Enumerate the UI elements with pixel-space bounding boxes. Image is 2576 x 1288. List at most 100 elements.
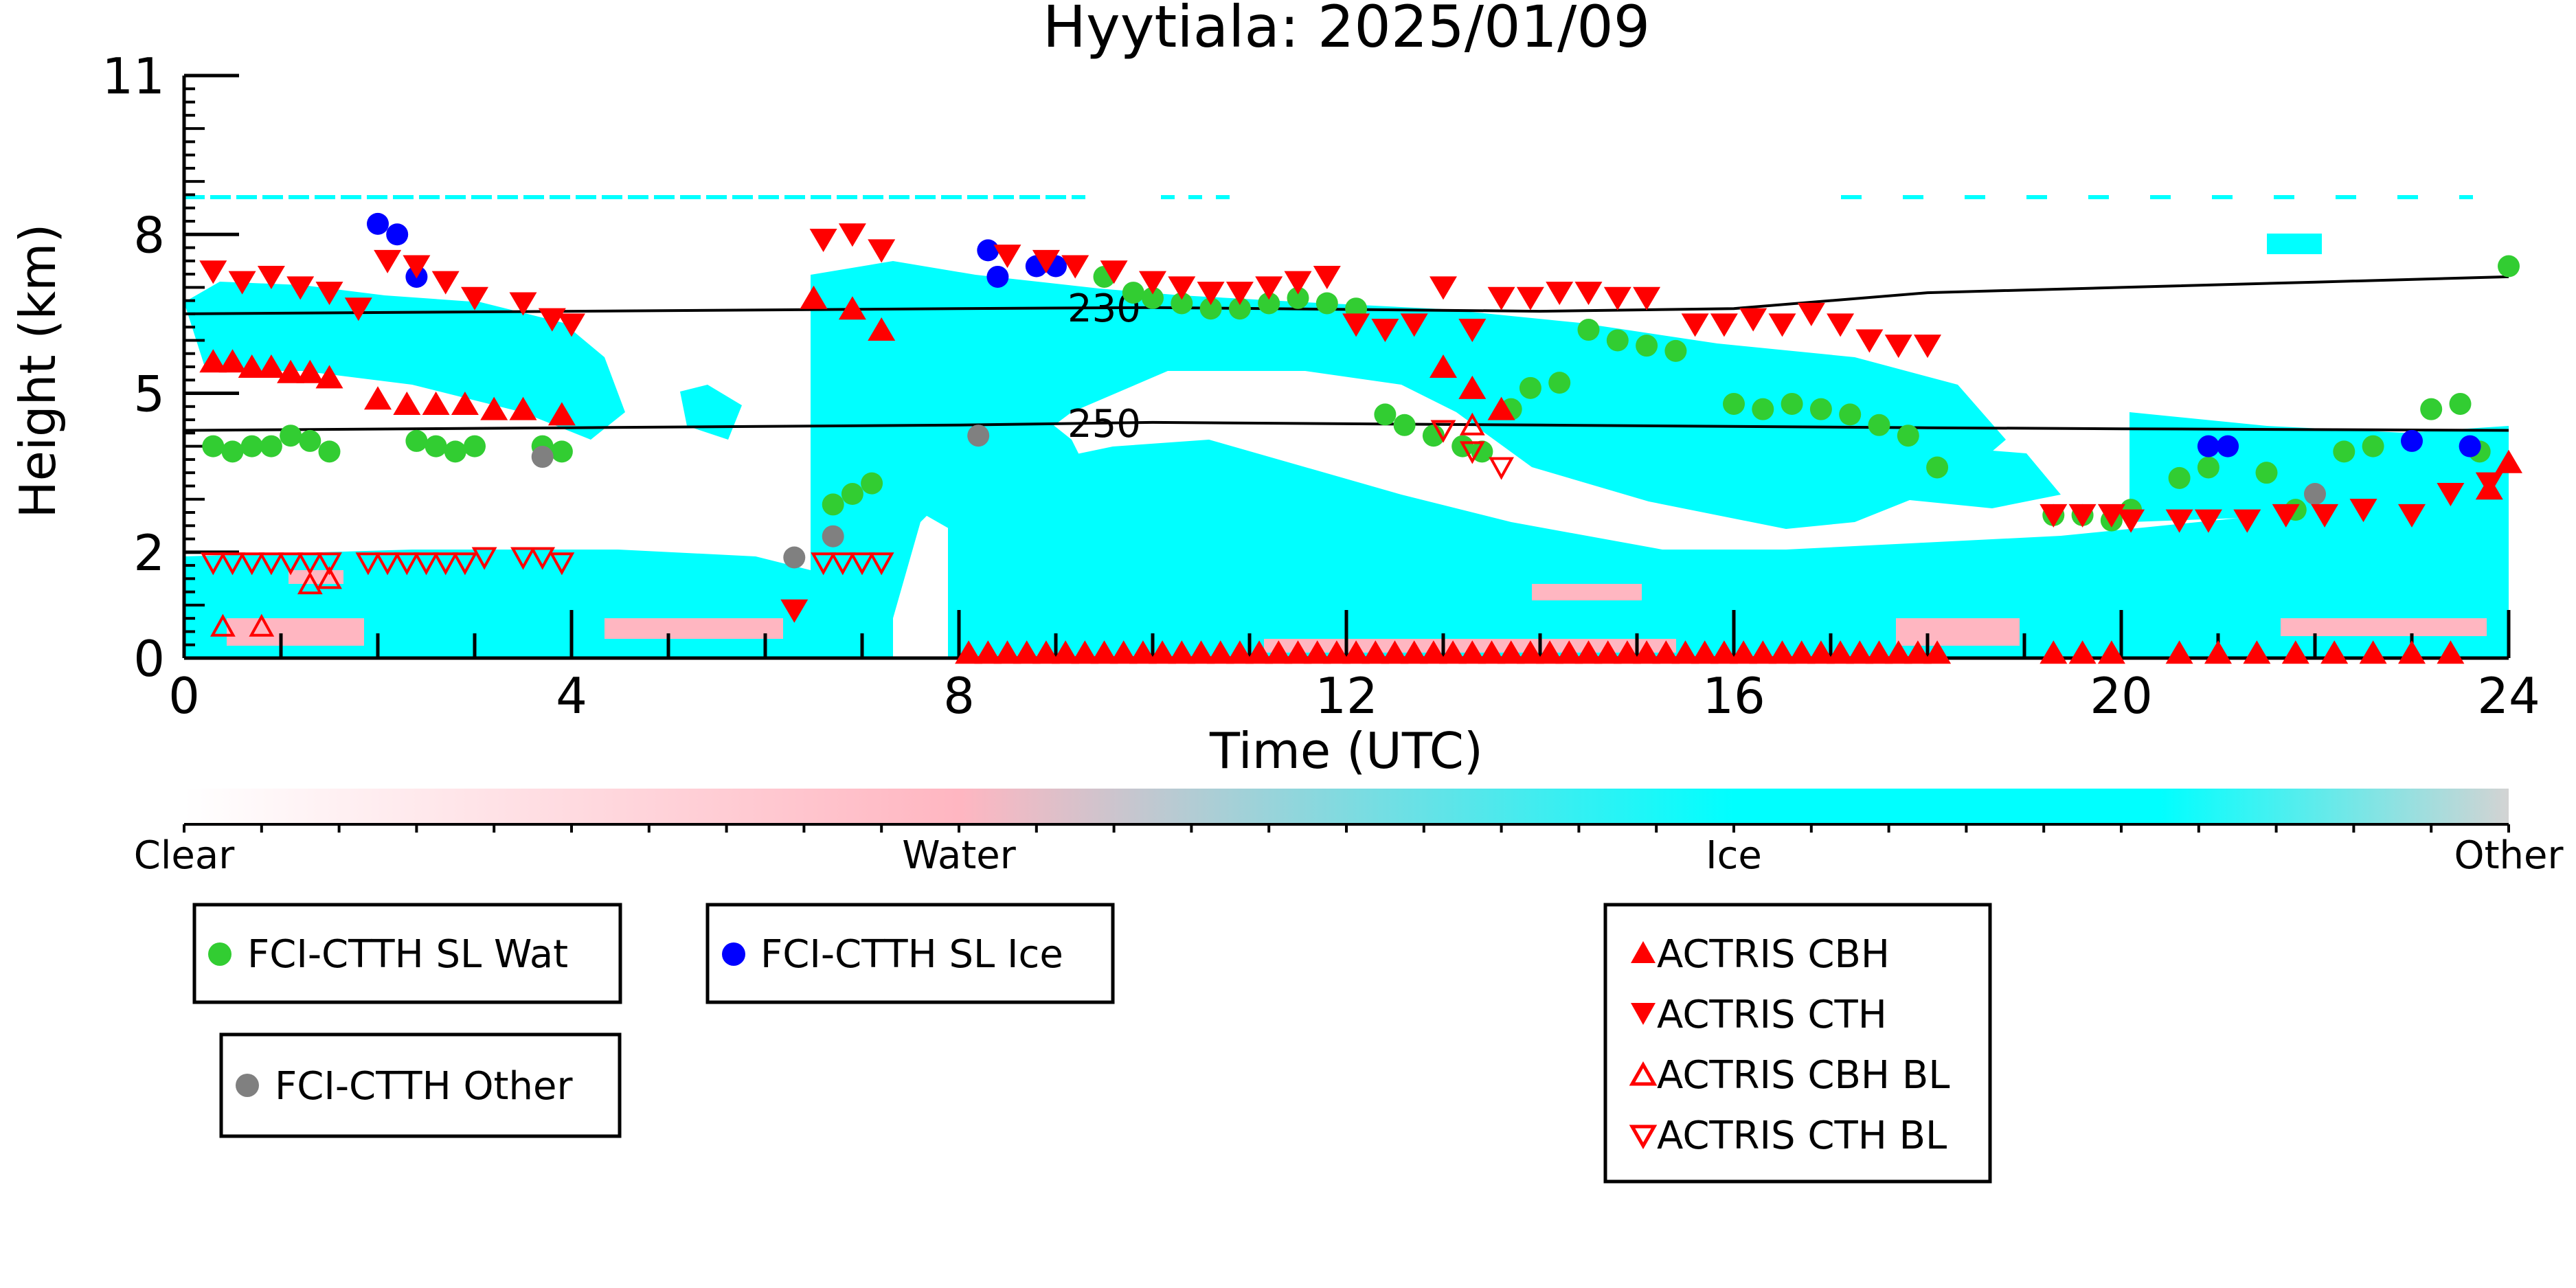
- point-fci-ctth-sl-wat: [861, 472, 883, 495]
- point-actris-cth: [2165, 509, 2193, 533]
- point-actris-cth: [2437, 483, 2465, 507]
- point-actris-cth-bl: [297, 552, 323, 576]
- point-actris-cbh: [800, 285, 828, 309]
- point-fci-ctth-sl-wat: [2449, 392, 2472, 415]
- legend-label-cth-bl: ACTRIS CTH BL: [1657, 1114, 1947, 1158]
- point-fci-ctth-sl-ice: [2197, 435, 2219, 457]
- point-fci-ctth-sl-wat: [2168, 466, 2191, 489]
- point-actris-cbh: [2204, 640, 2232, 664]
- point-actris-cth: [780, 599, 809, 623]
- point-actris-cbh: [1652, 640, 1680, 664]
- point-fci-ctth-other: [967, 425, 990, 447]
- point-actris-cbh: [1923, 640, 1952, 664]
- point-fci-ctth-sl-ice: [2217, 435, 2239, 457]
- point-actris-cbh: [1187, 640, 1215, 664]
- point-actris-cth: [1681, 313, 1709, 337]
- point-actris-cbh: [1574, 640, 1603, 664]
- point-actris-cth: [1884, 335, 1912, 359]
- y-tick-label: 11: [102, 47, 165, 105]
- point-fci-ctth-sl-wat: [1199, 297, 1222, 320]
- colorbar-label-other: Other: [2454, 833, 2564, 878]
- point-actris-cth: [2117, 509, 2145, 533]
- point-actris-cth: [509, 292, 537, 316]
- point-actris-cth-bl: [258, 552, 284, 576]
- point-actris-cbh: [1865, 640, 1893, 664]
- point-actris-cth: [1400, 313, 1428, 337]
- point-fci-ctth-sl-wat: [2498, 255, 2520, 278]
- colorbar-label-ice: Ice: [1706, 833, 1762, 878]
- point-actris-cbh-bl: [297, 571, 323, 595]
- point-actris-cth-bl: [868, 552, 894, 576]
- cloud-classification-field: [184, 195, 2509, 658]
- point-actris-cth-bl: [200, 552, 226, 576]
- y-tick-label: 2: [133, 524, 165, 582]
- legend-label-cbh: ACTRIS CBH: [1657, 932, 1890, 977]
- point-actris-cth: [431, 271, 460, 295]
- point-actris-cbh: [1827, 640, 1855, 664]
- point-actris-cth: [228, 271, 256, 295]
- point-fci-ctth-sl-wat: [1839, 403, 1862, 426]
- x-axis-label: Time (UTC): [1209, 722, 1483, 780]
- point-actris-cth: [2040, 504, 2068, 528]
- point-actris-cbh: [1613, 640, 1641, 664]
- legend-label-cbh-bl: ACTRIS CBH BL: [1657, 1053, 1950, 1098]
- point-actris-cbh: [218, 349, 247, 373]
- point-actris-cbh: [1322, 640, 1351, 664]
- point-actris-cth: [286, 276, 315, 300]
- point-fci-ctth-sl-wat: [1636, 335, 1658, 357]
- legend-fci-sl-ice: FCI-CTTH SL Ice: [705, 903, 1115, 1004]
- point-actris-cth: [315, 282, 343, 306]
- point-fci-ctth-sl-wat: [2420, 398, 2443, 420]
- point-actris-cth: [461, 286, 488, 310]
- point-actris-cbh: [993, 640, 1021, 664]
- point-actris-cbh: [2281, 640, 2309, 664]
- point-actris-cbh: [1691, 640, 1719, 664]
- point-actris-cbh: [1594, 640, 1622, 664]
- point-fci-ctth-sl-wat: [1228, 297, 1251, 320]
- point-actris-cbh: [257, 354, 285, 378]
- x-tick-label: 12: [1315, 667, 1378, 725]
- point-actris-cbh: [1400, 640, 1428, 664]
- point-actris-cbh: [1032, 640, 1060, 664]
- chart-title: Hyytiala: 2025/01/09: [1043, 0, 1650, 60]
- point-actris-cth: [374, 249, 402, 273]
- point-actris-cbh: [1052, 640, 1080, 664]
- point-actris-cbh: [1071, 640, 1099, 664]
- point-actris-cth: [2398, 504, 2426, 528]
- point-fci-ctth-sl-wat: [1781, 392, 1803, 415]
- point-actris-cth: [2194, 509, 2222, 533]
- point-actris-cth: [1633, 286, 1661, 310]
- point-actris-cbh: [1430, 354, 1457, 378]
- point-fci-ctth-sl-wat: [1122, 282, 1144, 304]
- point-actris-cbh-bl: [249, 613, 275, 637]
- point-actris-cbh: [1884, 640, 1912, 664]
- point-actris-cth: [1458, 319, 1487, 343]
- legend-label-sl-wat: FCI-CTTH SL Wat: [247, 932, 568, 977]
- point-fci-ctth-sl-wat: [1393, 414, 1416, 436]
- point-fci-ctth-sl-wat: [260, 435, 282, 457]
- point-fci-ctth-sl-wat: [2362, 435, 2384, 457]
- legend-marker-sl-ice: [722, 942, 745, 966]
- point-actris-cbh: [1787, 640, 1816, 664]
- point-fci-ctth-sl-wat: [1142, 286, 1164, 309]
- point-actris-cth: [1430, 276, 1457, 300]
- legend-actris: ACTRIS CBH ACTRIS CTH ACTRIS CBH BL ACTR…: [1603, 903, 1992, 1184]
- point-actris-cbh: [1419, 640, 1447, 664]
- point-fci-ctth-sl-ice: [977, 239, 999, 262]
- y-tick-label: 5: [133, 365, 165, 423]
- point-fci-ctth-sl-wat: [2333, 440, 2355, 463]
- point-actris-cbh: [2437, 640, 2465, 664]
- point-actris-cbh: [480, 396, 508, 420]
- x-tick-label: 20: [2090, 667, 2153, 725]
- point-actris-cth: [1516, 286, 1544, 310]
- point-actris-cth: [1032, 249, 1060, 273]
- point-actris-cbh-bl: [210, 613, 236, 637]
- point-actris-cth: [257, 265, 285, 289]
- point-actris-cbh: [1633, 640, 1661, 664]
- point-actris-cbh: [2068, 640, 2097, 664]
- point-actris-cbh: [296, 359, 324, 383]
- point-actris-cth: [2311, 504, 2339, 528]
- point-actris-cth: [1914, 335, 1941, 359]
